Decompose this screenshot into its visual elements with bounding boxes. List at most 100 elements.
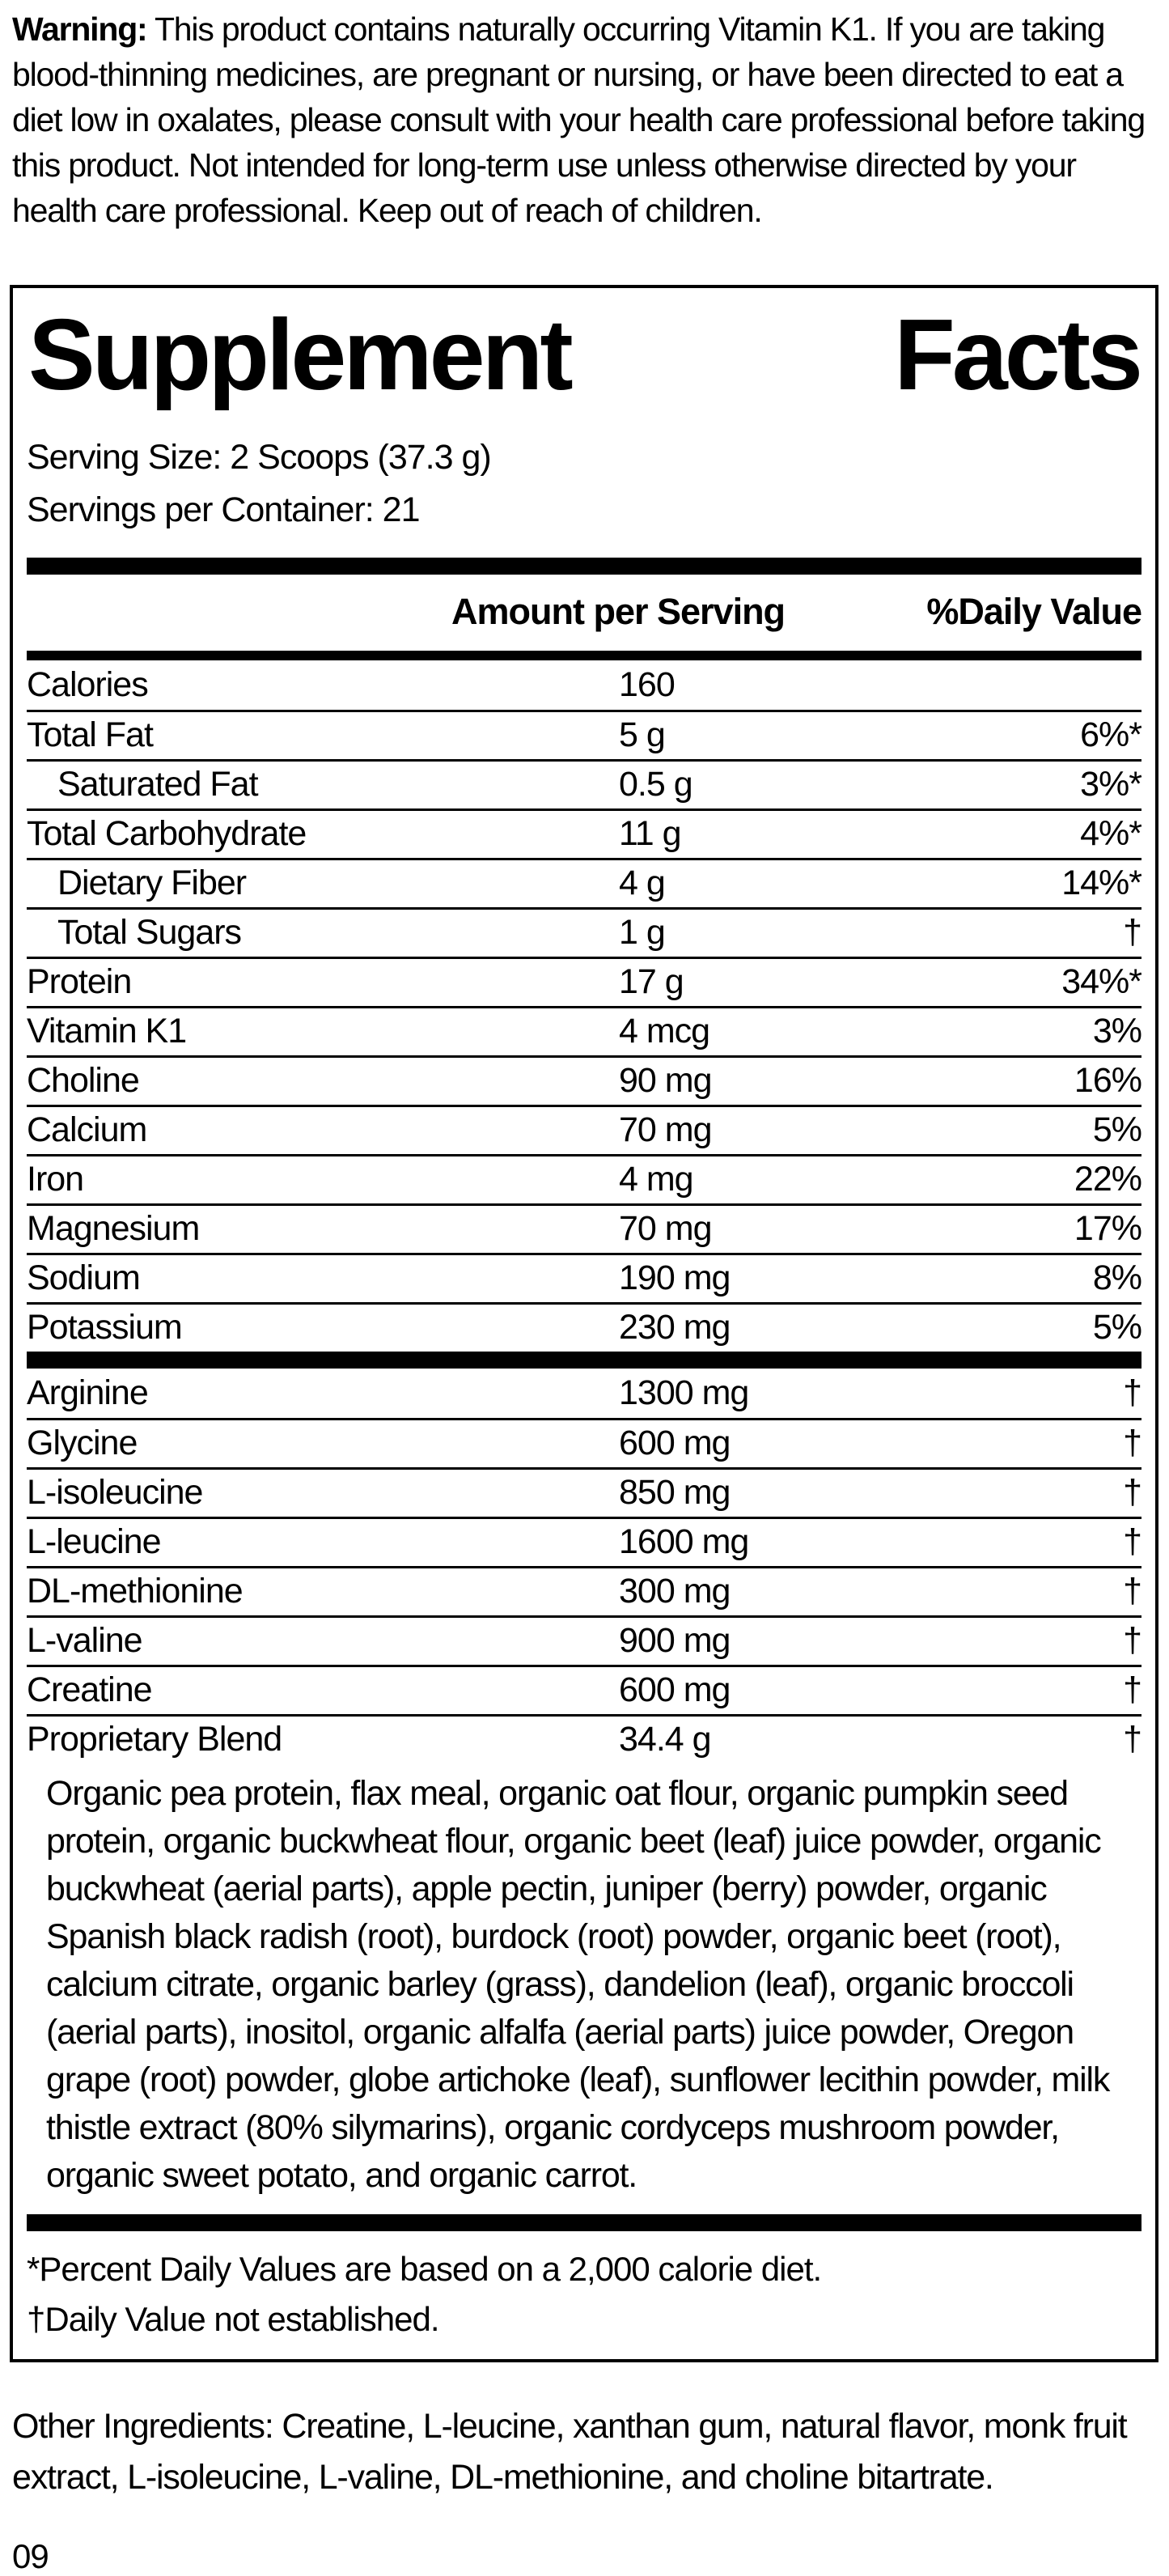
nutrient-row: L-leucine 1600 mg † [27, 1516, 1142, 1566]
nutrient-name: Dietary Fiber [57, 864, 247, 903]
nutrient-amount: 160 [619, 664, 676, 704]
nutrient-name: Arginine [27, 1373, 149, 1412]
nutrient-name: DL-methionine [27, 1572, 244, 1611]
amino-rows-group: Arginine 1300 mg † Glycine 600 mg † L-isoleuci… [27, 1369, 1142, 1714]
nutrient-row: L-isoleucine 850 mg † [27, 1466, 1142, 1517]
nutrient-amount: 5 g [619, 715, 666, 755]
divider-bar-footnotes [27, 2213, 1141, 2231]
nutrient-name: L-isoleucine [27, 1473, 203, 1513]
nutrient-amount: 300 mg [619, 1572, 731, 1611]
nutrient-dv: † [1123, 1522, 1142, 1562]
nutrient-amount: 17 g [619, 962, 684, 1002]
warning-text: This product contains naturally occurrin… [12, 11, 1146, 229]
nutrient-dv: 4%* [1080, 814, 1142, 854]
nutrient-row: Potassium 230 mg 5% [27, 1301, 1142, 1352]
nutrient-row: DL-methionine 300 mg † [27, 1565, 1142, 1615]
nutrient-name: Magnesium [27, 1209, 200, 1249]
nutrient-rows-group: Calories 160 Total Fat 5 g 6%* Saturated Fat 0… [27, 660, 1142, 1352]
other-ingredients: Other Ingredients: Creatine, L-leucine, … [12, 2407, 1128, 2497]
nutrient-row: Dietary Fiber 4 g 14%* [27, 857, 1142, 907]
nutrient-amount: 230 mg [619, 1308, 731, 1347]
nutrient-name: Protein [27, 962, 132, 1002]
nutrient-dv: 22% [1074, 1160, 1142, 1199]
nutrient-dv: 3%* [1080, 765, 1142, 804]
nutrient-name: Iron [27, 1160, 84, 1199]
nutrient-row: Saturated Fat 0.5 g 3%* [27, 758, 1142, 808]
supplement-facts-panel: Supplement Facts Serving Size: 2 Scoops … [10, 285, 1158, 2362]
footnote-daily-values: *Percent Daily Values are based on a 2,0… [27, 2249, 822, 2288]
nutrient-name: Total Carbohydrate [27, 814, 307, 854]
nutrient-dv: † [1123, 1424, 1142, 1463]
nutrient-amount: 1300 mg [619, 1373, 749, 1412]
header-amount-per-serving: Amount per Serving [451, 590, 786, 632]
nutrient-row: Calories 160 [27, 660, 1141, 710]
nutrient-row: L-valine 900 mg † [27, 1615, 1142, 1665]
footnote-not-established: †Daily Value not established. [27, 2299, 440, 2338]
nutrient-amount: 190 mg [619, 1258, 731, 1298]
nutrient-amount: 1600 mg [619, 1522, 749, 1562]
nutrient-row: Magnesium 70 mg 17% [27, 1203, 1142, 1253]
serving-size: Serving Size: 2 Scoops (37.3 g) [27, 437, 492, 477]
nutrient-name: Potassium [27, 1308, 183, 1347]
nutrient-dv: † [1123, 1373, 1142, 1412]
nutrient-dv: 3% [1092, 1012, 1142, 1051]
nutrient-dv: † [1123, 913, 1142, 953]
page-number: 09 [12, 2537, 49, 2575]
nutrient-name: Sodium [27, 1258, 141, 1298]
nutrient-dv: 8% [1092, 1258, 1142, 1298]
nutrient-dv: † [1123, 1572, 1142, 1611]
nutrient-dv: 16% [1074, 1061, 1142, 1101]
nutrient-row: Sodium 190 mg 8% [27, 1252, 1142, 1302]
nutrient-row: Total Sugars 1 g † [27, 906, 1142, 957]
nutrient-name: L-valine [27, 1621, 143, 1661]
nutrient-row: Arginine 1300 mg † [27, 1369, 1142, 1418]
nutrient-amount: 4 mg [619, 1160, 694, 1199]
nutrient-amount: 4 g [619, 864, 666, 903]
nutrient-row: Glycine 600 mg † [27, 1417, 1142, 1467]
nutrient-dv: 34%* [1061, 962, 1142, 1002]
nutrient-name: L-leucine [27, 1522, 162, 1562]
nutrient-row: Calcium 70 mg 5% [27, 1104, 1142, 1154]
nutrient-name: Calcium [27, 1110, 147, 1150]
nutrient-name: Vitamin K1 [27, 1012, 187, 1051]
panel-title-word-1: Supplement [28, 299, 574, 411]
nutrient-name: Total Fat [27, 715, 154, 755]
proprietary-blend-description: Organic pea protein, flax meal, organic … [46, 1773, 1110, 2195]
nutrient-name: Calories [27, 664, 149, 704]
nutrient-row: Creatine 600 mg † [27, 1664, 1142, 1714]
nutrient-name: Creatine [27, 1670, 153, 1710]
nutrient-row: Total Fat 5 g 6%* [27, 709, 1142, 759]
nutrient-dv: † [1123, 1473, 1142, 1513]
nutrient-amount: 70 mg [619, 1110, 713, 1150]
nutrient-amount: 90 mg [619, 1061, 713, 1101]
nutrient-amount: 4 mcg [619, 1012, 710, 1051]
nutrient-amount: 70 mg [619, 1209, 713, 1249]
nutrient-name: Glycine [27, 1424, 138, 1463]
nutrient-amount: 600 mg [619, 1670, 731, 1710]
nutrient-dv: 5% [1092, 1308, 1142, 1347]
nutrient-row: Total Carbohydrate 11 g 4%* [27, 808, 1142, 858]
nutrient-dv: 6%* [1080, 715, 1142, 755]
nutrient-dv: 14%* [1061, 864, 1142, 903]
nutrient-amount: 34.4 g [619, 1720, 712, 1759]
nutrient-dv: 17% [1074, 1209, 1142, 1249]
warning-label: Warning: [12, 11, 148, 48]
nutrient-row: Vitamin K1 4 mcg 3% [27, 1005, 1142, 1055]
nutrient-name: Saturated Fat [57, 765, 259, 804]
divider-bar-aminos [27, 1351, 1141, 1369]
nutrient-amount: 850 mg [619, 1473, 731, 1513]
nutrient-amount: 11 g [619, 814, 682, 854]
nutrient-dv: † [1123, 1720, 1142, 1759]
table-header-row: Amount per Serving %Daily Value [27, 575, 1142, 651]
nutrient-row: Iron 4 mg 22% [27, 1153, 1142, 1203]
nutrient-amount: 0.5 g [619, 765, 693, 804]
nutrient-row: Protein 17 g 34%* [27, 956, 1142, 1006]
nutrient-name: Proprietary Blend [27, 1720, 282, 1759]
header-daily-value: %Daily Value [926, 590, 1142, 632]
panel-title: Supplement Facts [28, 299, 1143, 412]
nutrient-amount: 1 g [619, 913, 666, 953]
nutrient-dv: 5% [1092, 1110, 1142, 1150]
nutrient-name: Total Sugars [57, 913, 242, 953]
warning-paragraph: Warning: This product contains naturally… [0, 0, 1169, 285]
nutrient-row: Choline 90 mg 16% [27, 1055, 1142, 1105]
